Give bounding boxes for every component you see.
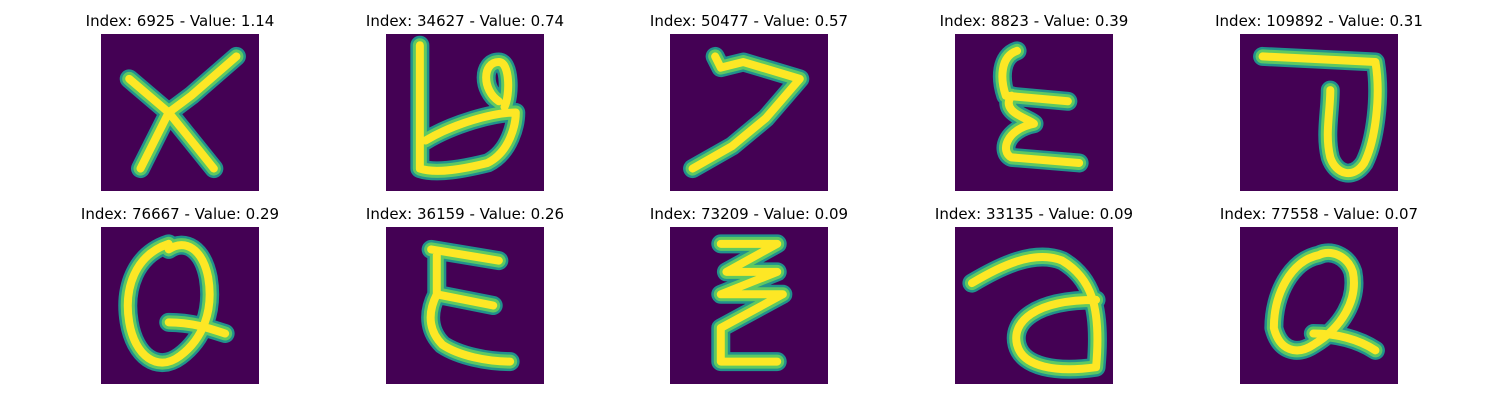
handwritten-glyph-image [1240, 227, 1398, 384]
glyph-z [721, 244, 783, 362]
handwritten-glyph-image [670, 227, 828, 384]
panel-title: Index: 36159 - Value: 0.26 [365, 205, 565, 223]
image-panel: Index: 33135 - Value: 0.09 [924, 205, 1144, 395]
glyph-q [1274, 253, 1376, 350]
panel-title: Index: 77558 - Value: 0.07 [1219, 205, 1419, 223]
glyph-seven [693, 56, 800, 168]
glyph-q [128, 244, 225, 363]
panel-title: Index: 109892 - Value: 0.31 [1215, 12, 1423, 30]
image-panel: Index: 109892 - Value: 0.31 [1209, 12, 1429, 202]
image-panel: Index: 6925 - Value: 1.14 [70, 12, 290, 202]
glyph-e [1002, 51, 1079, 163]
handwritten-glyph-image [101, 227, 259, 384]
panel-title: Index: 33135 - Value: 0.09 [934, 205, 1134, 223]
handwritten-glyph-image [955, 227, 1113, 384]
image-panel: Index: 50477 - Value: 0.57 [639, 12, 859, 202]
image-panel: Index: 34627 - Value: 0.74 [355, 12, 575, 202]
glyph-a [972, 257, 1098, 369]
panel-title: Index: 6925 - Value: 1.14 [85, 12, 275, 30]
panel-title: Index: 73209 - Value: 0.09 [649, 205, 849, 223]
handwritten-glyph-image [101, 34, 259, 191]
image-panel: Index: 76667 - Value: 0.29 [70, 205, 290, 395]
image-panel: Index: 77558 - Value: 0.07 [1209, 205, 1429, 395]
panel-title: Index: 34627 - Value: 0.74 [365, 12, 565, 30]
image-panel: Index: 8823 - Value: 0.39 [924, 12, 1144, 202]
handwritten-glyph-image [955, 34, 1113, 191]
handwritten-glyph-image [386, 34, 544, 191]
panel-title: Index: 76667 - Value: 0.29 [80, 205, 280, 223]
glyph-b [420, 45, 516, 171]
glyph-j [1263, 56, 1378, 173]
glyph-e [431, 249, 511, 361]
handwritten-glyph-image [670, 34, 828, 191]
glyph-x [129, 56, 236, 168]
image-panel: Index: 36159 - Value: 0.26 [355, 205, 575, 395]
panel-title: Index: 8823 - Value: 0.39 [939, 12, 1129, 30]
handwritten-glyph-image [1240, 34, 1398, 191]
image-panel: Index: 73209 - Value: 0.09 [639, 205, 859, 395]
handwritten-glyph-image [386, 227, 544, 384]
panel-title: Index: 50477 - Value: 0.57 [649, 12, 849, 30]
